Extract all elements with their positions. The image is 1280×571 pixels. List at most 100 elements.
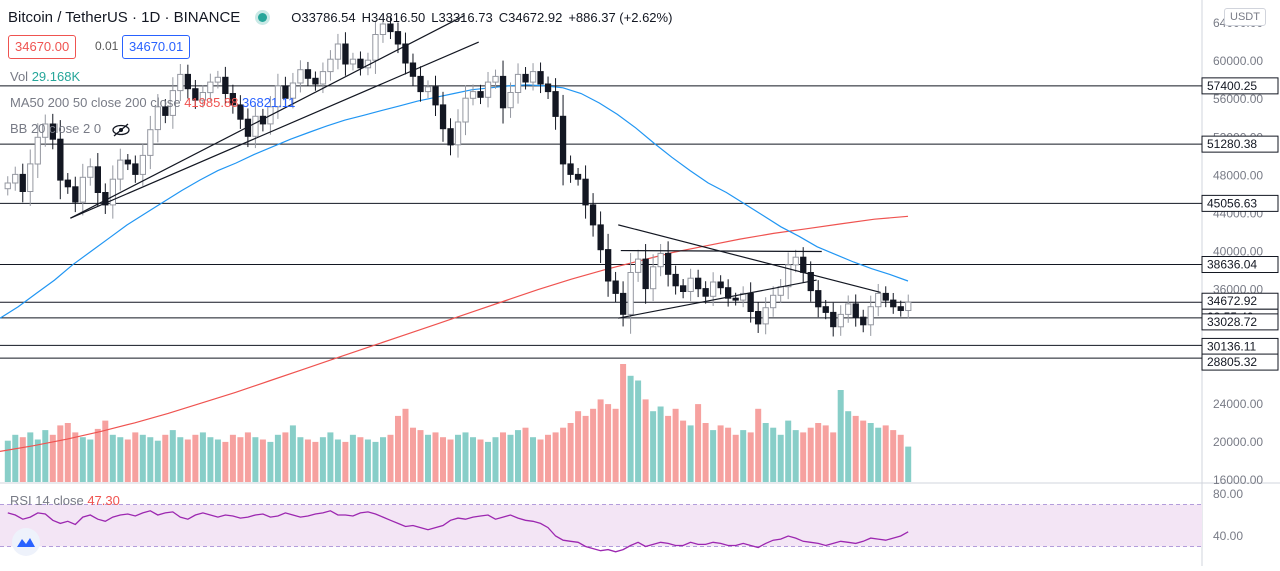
- volume-bar: [417, 430, 424, 482]
- volume-bar: [237, 437, 244, 482]
- candle-body: [417, 75, 424, 93]
- symbol-title[interactable]: Bitcoin / TetherUS · 1D · BINANCE: [8, 8, 241, 26]
- volume-bar: [515, 430, 521, 482]
- volume-bar: [244, 432, 251, 482]
- candle-body: [334, 43, 342, 60]
- ma50-line: [0, 84, 909, 319]
- candle-body: [229, 93, 236, 106]
- level-label-text: 34672.92: [1207, 294, 1257, 308]
- price-tick-label: 24000.00: [1213, 397, 1263, 411]
- volume-bar: [440, 437, 446, 482]
- volume-bar: [785, 420, 792, 482]
- candle-body: [792, 256, 799, 266]
- volume-bar: [410, 427, 416, 482]
- rsi-legend[interactable]: RSI 14 close 47.30: [10, 493, 120, 508]
- ma50-value: 36821.11: [242, 95, 296, 110]
- candle-body: [837, 313, 844, 328]
- candle-body: [72, 186, 79, 203]
- volume-bar: [837, 390, 844, 482]
- volume-bar: [882, 425, 889, 482]
- candle-body: [897, 306, 904, 312]
- candle-body: [237, 104, 244, 120]
- candle-body: [559, 115, 567, 165]
- volume-bar: [162, 434, 169, 482]
- volume-bar: [177, 437, 184, 482]
- volume-legend[interactable]: Vol 29.168K: [10, 69, 80, 84]
- hidden-eye-icon[interactable]: [111, 123, 131, 137]
- volume-bar: [732, 434, 739, 482]
- candle-body: [379, 23, 387, 35]
- current-price-label: 34672.92: [1201, 292, 1279, 310]
- volume-bar: [815, 423, 822, 482]
- volume-bar: [612, 408, 619, 482]
- rsi-tick-label: 40.00: [1213, 529, 1243, 543]
- currency-badge[interactable]: USDT: [1224, 8, 1266, 26]
- candle-body: [875, 292, 882, 308]
- candle-body: [139, 154, 146, 175]
- volume-bar: [830, 432, 837, 482]
- candle-body: [800, 256, 807, 273]
- candle-body: [57, 138, 64, 181]
- candle-body: [732, 297, 739, 301]
- volume-bar: [462, 432, 469, 482]
- candle-body: [860, 316, 867, 326]
- candle-body: [289, 82, 297, 99]
- volume-bar: [492, 437, 499, 482]
- volume-bar: [560, 427, 567, 482]
- price-tick-label: 56000.00: [1213, 92, 1263, 106]
- level-label-text: 38636.04: [1207, 258, 1257, 272]
- trend-line: [70, 14, 465, 219]
- close-value: C34672.92: [498, 9, 563, 25]
- candle-body: [469, 91, 477, 99]
- volume-bar: [49, 434, 56, 482]
- level-label-57400: 57400.25: [1201, 77, 1279, 95]
- rsi-label: RSI 14 close: [10, 493, 84, 508]
- level-label-text: 33028.72: [1207, 315, 1257, 329]
- volume-bar: [342, 441, 349, 482]
- candle-body: [710, 281, 717, 297]
- volume-bar: [34, 439, 41, 482]
- candle-body: [507, 92, 514, 109]
- candle-body: [492, 75, 499, 83]
- volume-bar: [169, 430, 176, 482]
- candle-body: [282, 85, 289, 99]
- sell-button[interactable]: 34670.00: [8, 35, 77, 59]
- volume-bar: [545, 434, 551, 482]
- high-value: H34816.50: [361, 9, 426, 25]
- volume-bar: [334, 439, 341, 482]
- volume-bar: [890, 430, 897, 482]
- candle-body: [845, 303, 852, 315]
- trend-line: [618, 224, 881, 294]
- price-tick-label: 40000.00: [1213, 245, 1263, 259]
- volume-bar: [267, 441, 274, 482]
- bb-legend[interactable]: BB 20 close 2 0: [10, 121, 131, 137]
- volume-bar: [507, 434, 514, 482]
- ma-legend[interactable]: MA50 200 50 close 200 close 41985.88 368…: [10, 95, 295, 110]
- candle-body: [432, 86, 439, 106]
- candle-body: [777, 286, 784, 296]
- volume-bar: [4, 440, 11, 482]
- candle-body: [680, 285, 687, 292]
- buy-button[interactable]: 34670.01: [122, 35, 191, 59]
- volume-bar: [289, 425, 296, 482]
- volume-bar: [657, 406, 664, 482]
- candle-body: [372, 34, 379, 61]
- candle-body: [785, 264, 792, 288]
- volume-bar: [672, 408, 679, 482]
- volume-bar: [425, 434, 431, 482]
- candle-body: [274, 85, 282, 108]
- price-tick-label: 16000.00: [1213, 473, 1263, 487]
- level-label-box: [1201, 256, 1279, 274]
- candle-body: [597, 224, 604, 251]
- volume-bar: [357, 437, 364, 482]
- bb-label: BB 20 close 2 0: [10, 121, 102, 136]
- volume-bar: [905, 446, 912, 482]
- candle-body: [830, 311, 837, 328]
- candle-body: [147, 129, 154, 156]
- candle-body: [169, 90, 176, 116]
- candle-body: [890, 299, 897, 308]
- candle-body: [905, 301, 912, 312]
- trend-line: [620, 249, 822, 253]
